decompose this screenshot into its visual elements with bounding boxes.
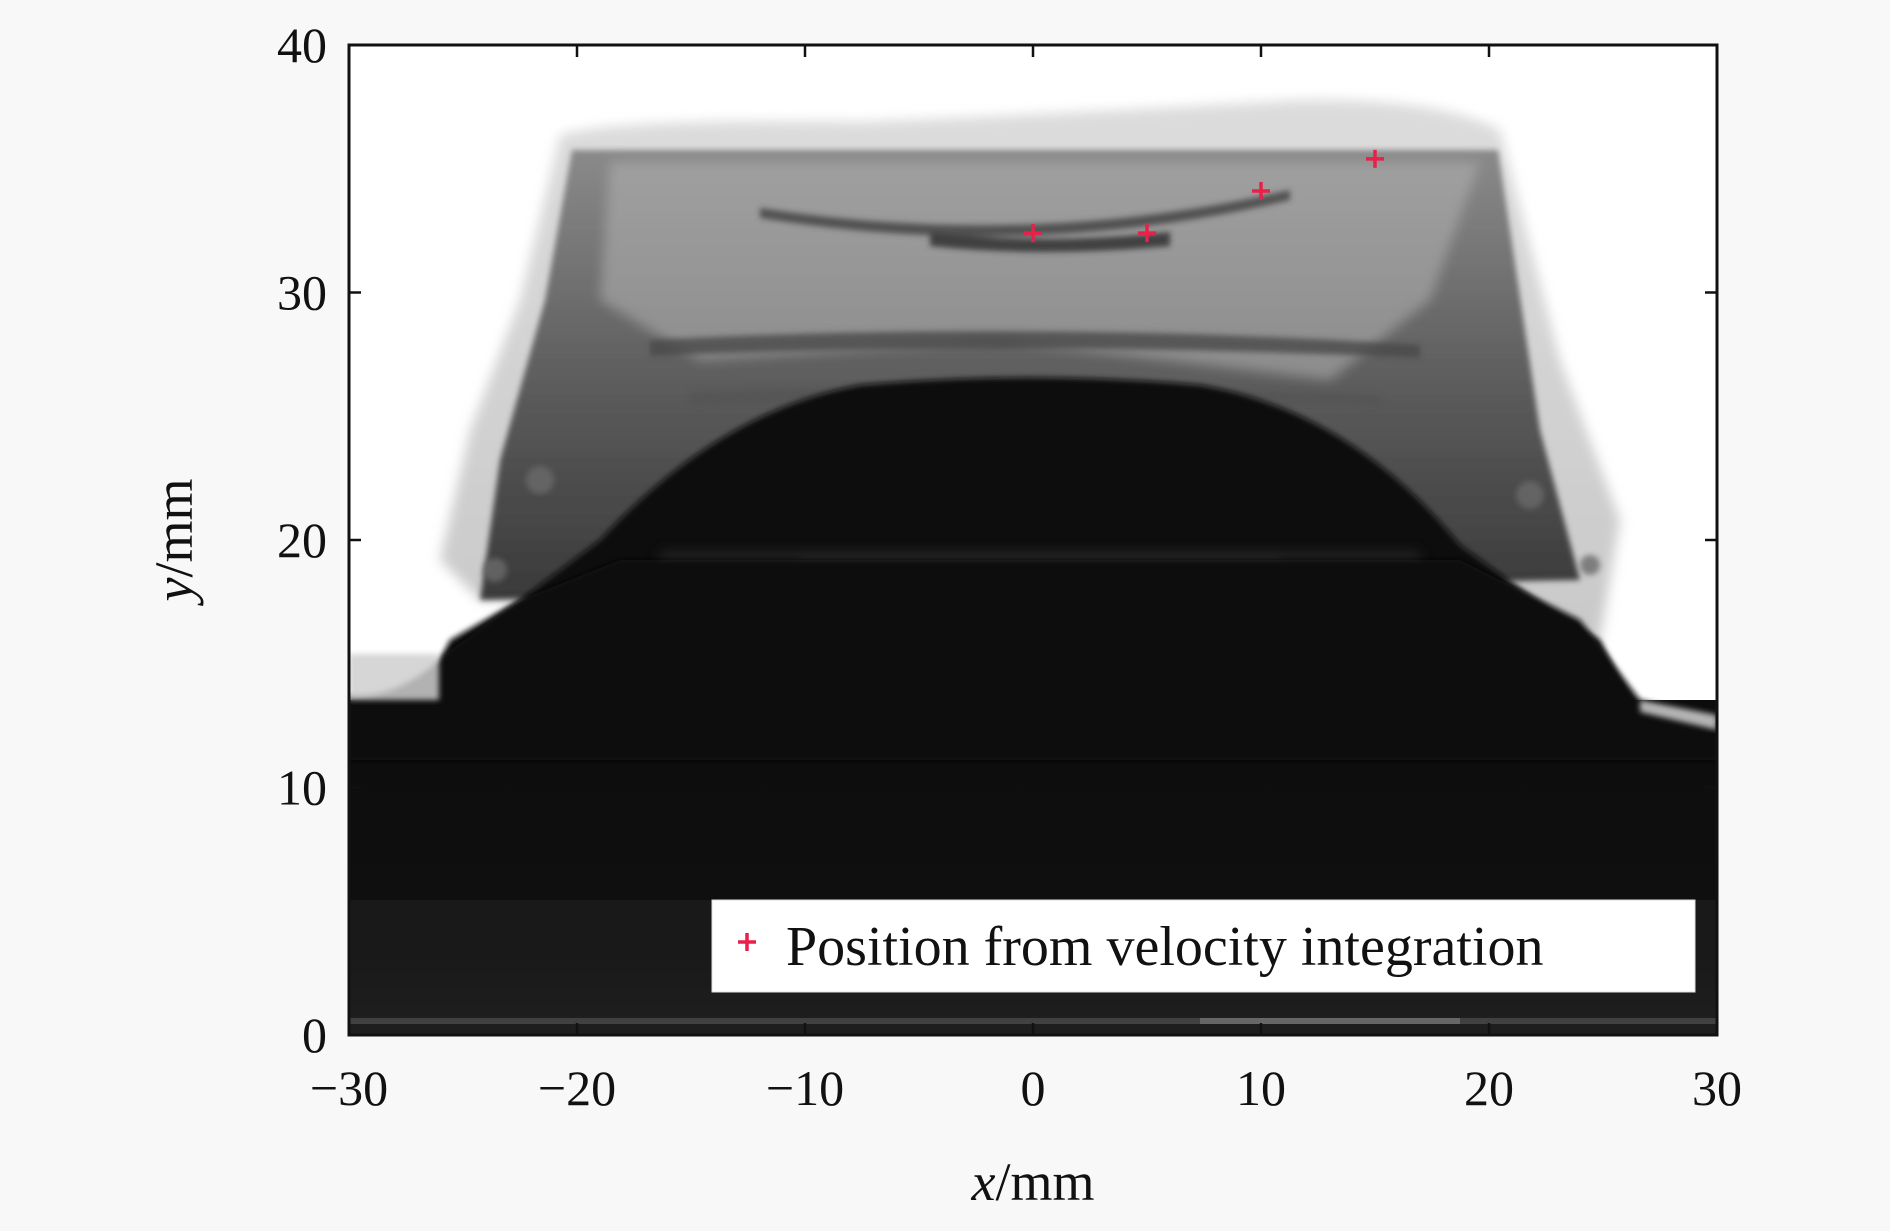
y-axis-label: y/mm xyxy=(144,479,204,607)
y-tick-label: 0 xyxy=(302,1007,327,1063)
legend-marker-symbol xyxy=(738,933,756,951)
y-tick-label: 20 xyxy=(277,512,327,568)
legend-label: Position from velocity integration xyxy=(786,916,1543,978)
legend: Position from velocity integration xyxy=(711,899,1696,993)
y-tick-label: 10 xyxy=(277,760,327,816)
x-tick-label: −30 xyxy=(310,1060,388,1116)
x-tick-label: 0 xyxy=(1021,1060,1046,1116)
x-tick-label: 30 xyxy=(1692,1060,1742,1116)
x-tick-label: 10 xyxy=(1236,1060,1286,1116)
data-point xyxy=(1024,224,1042,243)
y-axis-ticks: 0 10 20 30 40 xyxy=(277,17,1717,1063)
legend-marker xyxy=(738,933,756,951)
legend-box xyxy=(711,899,1696,993)
data-point xyxy=(1138,224,1156,243)
x-axis-ticks: −30 −20 −10 0 10 20 30 xyxy=(310,45,1742,1116)
y-tick-label: 30 xyxy=(277,265,327,321)
x-tick-label: −20 xyxy=(538,1060,616,1116)
data-point xyxy=(1252,182,1270,201)
y-tick-label: 40 xyxy=(277,17,327,73)
x-axis-label: x/mm xyxy=(971,1152,1095,1212)
x-tick-label: 20 xyxy=(1464,1060,1514,1116)
series-markers xyxy=(1024,149,1384,243)
data-point xyxy=(1366,149,1384,168)
x-tick-label: −10 xyxy=(766,1060,844,1116)
